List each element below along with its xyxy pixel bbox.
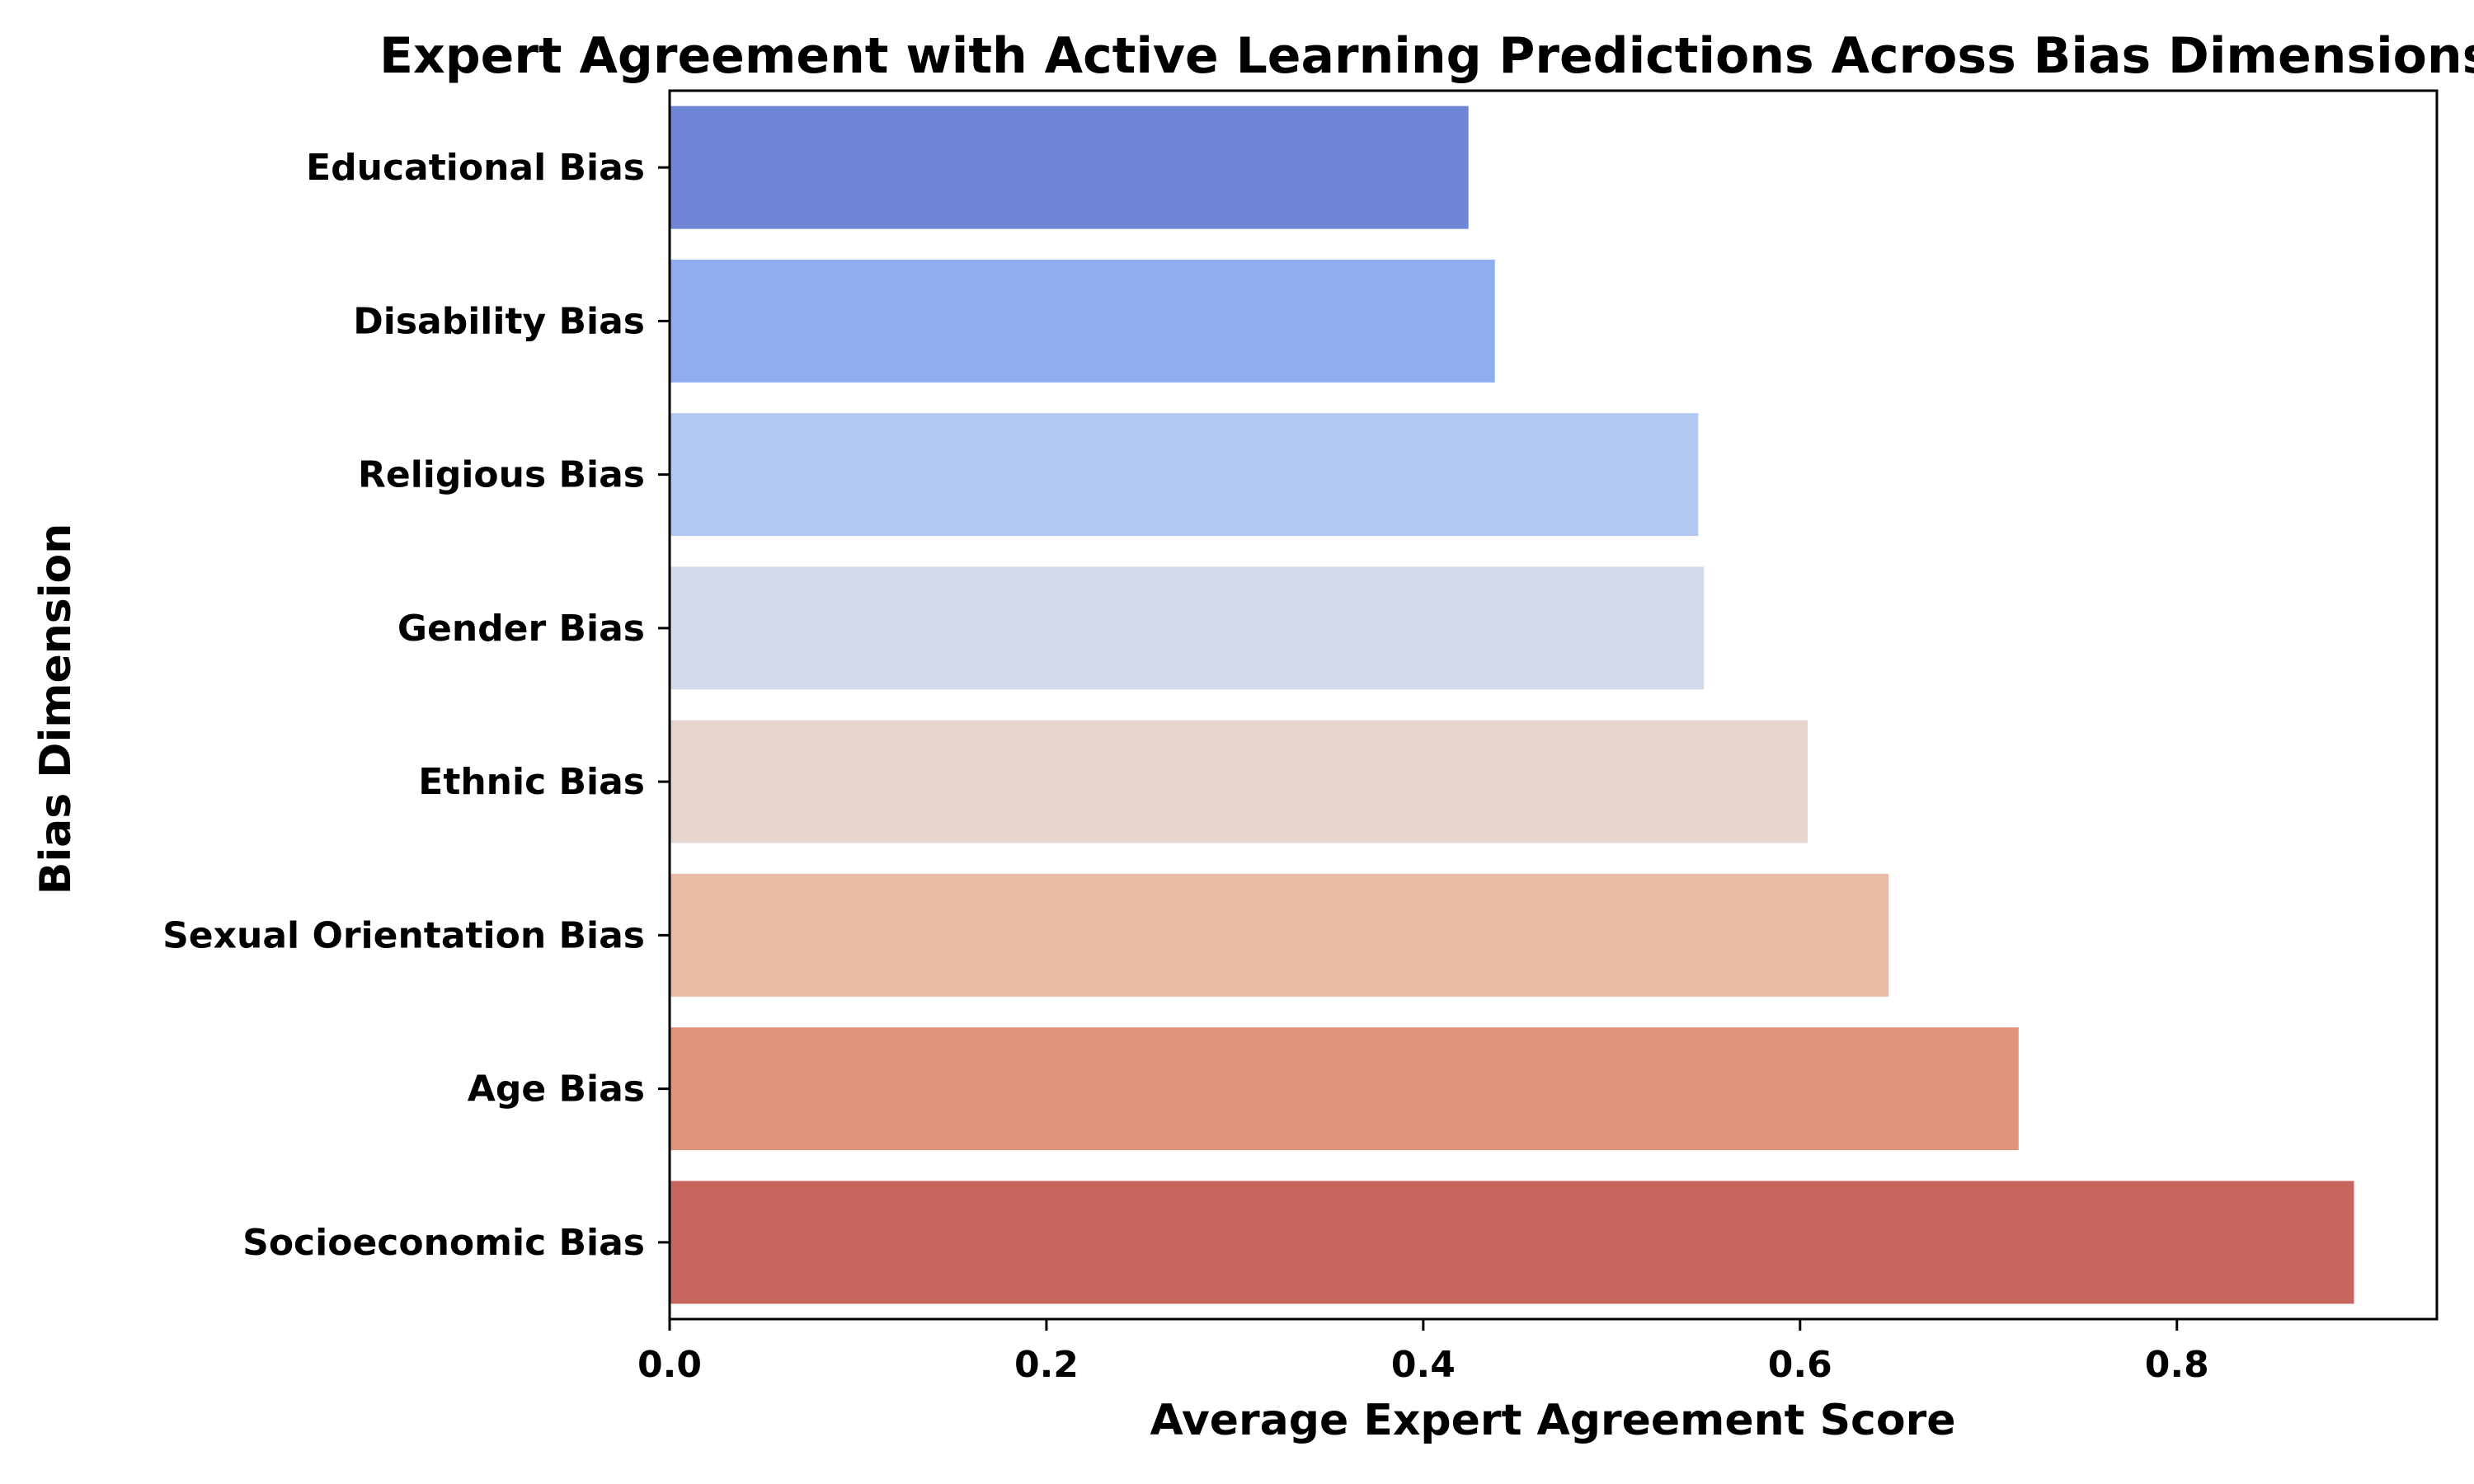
y-tick-label: Sexual Orientation Bias bbox=[162, 914, 645, 956]
x-tick-label: 0.4 bbox=[1391, 1344, 1456, 1386]
bars-layer bbox=[670, 106, 2354, 1304]
bar-religious-bias bbox=[670, 413, 1699, 537]
y-tick-label: Disability Bias bbox=[353, 300, 645, 342]
x-axis-label: Average Expert Agreement Score bbox=[1150, 1396, 1955, 1445]
bar-ethnic-bias bbox=[670, 720, 1808, 843]
bar-sexual-orientation-bias bbox=[670, 873, 1889, 997]
bar-age-bias bbox=[670, 1027, 2019, 1151]
y-tick-label: Socioeconomic Bias bbox=[242, 1222, 645, 1264]
chart-title: Expert Agreement with Active Learning Pr… bbox=[379, 27, 2474, 85]
y-axis-label: Bias Dimension bbox=[31, 524, 81, 895]
x-tick-label: 0.8 bbox=[2145, 1344, 2209, 1386]
bar-socioeconomic-bias bbox=[670, 1181, 2354, 1304]
ticks-layer: Educational Bias Disability Bias Religious… bbox=[162, 147, 2209, 1386]
y-tick-label: Gender Bias bbox=[397, 608, 645, 650]
y-tick-label: Age Bias bbox=[468, 1068, 645, 1111]
x-tick-label: 0.6 bbox=[1768, 1344, 1832, 1386]
bar-educational-bias bbox=[670, 106, 1469, 229]
plot-frame bbox=[668, 89, 2439, 1321]
bar-gender-bias bbox=[670, 566, 1705, 690]
x-tick-label: 0.2 bbox=[1014, 1344, 1079, 1386]
bar-disability-bias bbox=[670, 259, 1495, 383]
y-tick-label: Religious Bias bbox=[358, 454, 645, 496]
y-tick-label: Ethnic Bias bbox=[418, 761, 645, 803]
x-tick-label: 0.0 bbox=[637, 1344, 702, 1386]
y-tick-label: Educational Bias bbox=[306, 147, 645, 189]
